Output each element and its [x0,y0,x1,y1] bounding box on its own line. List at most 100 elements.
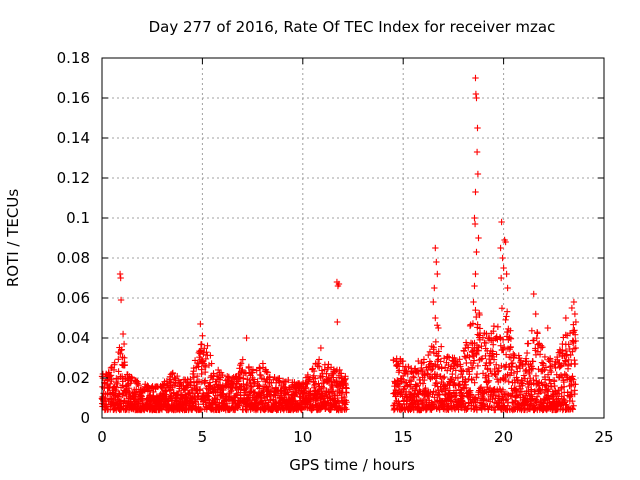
data-point [197,320,204,328]
data-point [239,356,246,363]
data-point [121,361,128,369]
data-point [189,370,197,378]
data-point [403,368,410,375]
data-point [410,369,417,377]
data-point [525,340,532,347]
data-point [330,374,337,381]
data-point [206,379,214,386]
data-point [306,375,314,383]
data-point [254,378,261,385]
data-point [471,214,478,222]
y-tick-label: 0.1 [66,209,90,227]
data-point [432,314,439,322]
data-point [567,382,575,389]
data-point [210,370,217,377]
data-point [343,385,350,392]
data-point [323,370,330,377]
data-point [565,341,572,348]
data-point [257,371,264,379]
data-point [460,347,468,355]
data-point [102,394,109,402]
data-point [250,376,258,383]
data-point [249,366,257,373]
data-point [470,298,477,306]
data-point [235,402,242,410]
data-point [195,392,202,400]
data-point [471,220,479,228]
data-point [390,357,397,364]
x-tick-label: 0 [97,428,107,446]
data-point [315,356,323,363]
data-point [458,367,465,374]
data-point [198,341,205,348]
data-point [219,371,226,379]
data-point [403,379,410,386]
data-point [474,170,482,178]
data-point [503,313,510,320]
y-tick-label: 0.12 [57,169,90,187]
data-point [115,356,122,363]
data-point [341,376,348,384]
data-point [528,327,536,334]
x-tick-label: 10 [293,428,312,446]
data-point [135,382,142,389]
data-point [562,314,570,322]
data-point [237,360,245,367]
data-point [250,379,257,386]
data-point [473,94,480,102]
data-point [570,345,578,352]
data-point [207,352,214,359]
data-point [338,370,345,377]
data-point [198,366,205,373]
data-point [264,369,271,376]
x-tick-label: 25 [594,428,613,446]
grid-lines [102,58,604,418]
data-point [116,390,123,398]
data-point [118,346,125,353]
data-point [134,380,141,388]
data-point [107,380,114,388]
data-point [202,377,209,384]
data-point [441,373,448,381]
data-point [395,398,402,405]
data-point [240,380,247,388]
data-point [471,282,478,290]
data-point [530,290,537,298]
y-tick-label: 0.02 [57,369,90,387]
data-point [473,148,481,156]
data-point [518,388,526,395]
data-point [502,316,509,324]
data-point [568,304,576,312]
data-point [425,351,432,359]
data-point [220,386,227,394]
data-point [490,322,498,330]
data-point [202,355,210,363]
data-point [150,388,157,396]
data-point [432,244,439,252]
data-point [314,360,322,367]
x-tick-label: 20 [494,428,513,446]
data-points [98,74,580,414]
data-point [568,405,576,412]
data-point [343,406,350,413]
data-point [116,398,124,406]
data-point [261,397,269,404]
data-point [117,346,125,354]
data-point [248,383,255,390]
data-point [503,270,510,278]
data-point [499,254,506,262]
data-point [111,361,118,368]
data-point [285,376,292,384]
data-point [472,188,479,196]
data-point [473,370,481,378]
data-point [167,393,174,400]
x-axis-label: GPS time / hours [289,456,415,474]
data-point [544,324,551,332]
data-point [177,379,184,386]
data-point [302,384,310,391]
data-point [117,274,124,282]
data-point [570,298,578,306]
data-point [197,348,204,355]
data-point [208,360,215,367]
data-point [472,90,480,98]
